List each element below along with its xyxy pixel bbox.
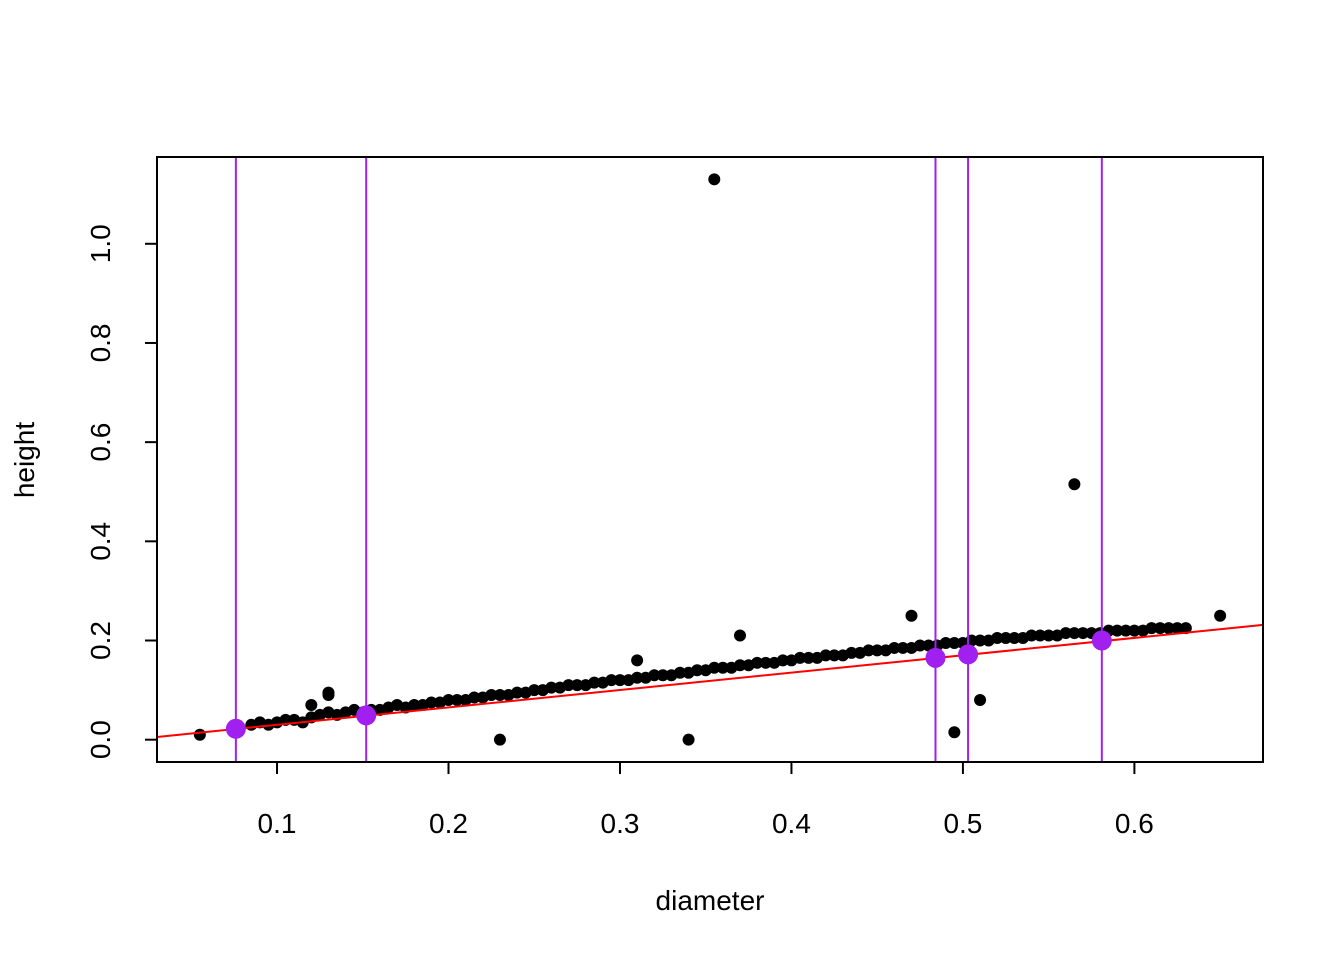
data-point	[922, 639, 935, 652]
y-tick-label: 0.2	[85, 621, 116, 660]
data-point	[451, 694, 464, 707]
data-point	[1025, 629, 1038, 642]
highlighted-point	[356, 705, 377, 726]
data-point	[193, 728, 206, 741]
x-tick-label: 0.4	[772, 808, 811, 839]
highlighted-point	[225, 718, 246, 739]
data-point	[656, 669, 669, 682]
data-point	[1111, 624, 1124, 637]
data-point	[511, 686, 524, 699]
y-tick-label: 1.0	[85, 224, 116, 263]
data-point	[905, 609, 918, 622]
data-point	[759, 656, 772, 669]
data-point	[708, 173, 721, 186]
x-axis-label: diameter	[656, 885, 765, 916]
data-point	[991, 632, 1004, 645]
y-tick-label: 0.4	[85, 522, 116, 561]
data-point	[914, 639, 927, 652]
data-point	[1162, 622, 1175, 635]
y-tick-label: 0.0	[85, 720, 116, 759]
x-tick-label: 0.5	[943, 808, 982, 839]
data-point	[682, 733, 695, 746]
data-point	[691, 664, 704, 677]
data-point	[1068, 478, 1081, 491]
data-point	[545, 681, 558, 694]
data-point	[631, 671, 644, 684]
x-tick-label: 0.6	[1115, 808, 1154, 839]
data-point	[896, 641, 909, 654]
x-tick-label: 0.2	[429, 808, 468, 839]
data-point	[974, 634, 987, 647]
data-point	[999, 632, 1012, 645]
data-point	[1214, 609, 1227, 622]
data-point	[939, 636, 952, 649]
x-axis: 0.1 0.2 0.3 0.4 0.5 0.6	[258, 761, 1154, 839]
data-point	[819, 649, 832, 662]
data-point	[588, 676, 601, 689]
data-point	[631, 654, 644, 667]
highlighted-point	[1091, 630, 1112, 651]
data-point	[1034, 629, 1047, 642]
data-point	[1042, 629, 1055, 642]
data-point	[845, 646, 858, 659]
data-point	[493, 733, 506, 746]
fit-line	[156, 623, 1264, 738]
data-point	[493, 689, 506, 702]
data-point	[305, 698, 318, 711]
plot-content	[156, 157, 1264, 762]
data-point	[571, 679, 584, 692]
data-point	[425, 696, 438, 709]
data-point	[776, 654, 789, 667]
data-point	[648, 669, 661, 682]
data-point	[468, 691, 481, 704]
data-point	[322, 686, 335, 699]
data-point	[1128, 624, 1141, 637]
data-point	[562, 679, 575, 692]
data-point	[802, 651, 815, 664]
data-point	[734, 629, 747, 642]
data-point	[751, 656, 764, 669]
data-point	[1145, 622, 1158, 635]
data-point	[485, 689, 498, 702]
data-point	[1154, 622, 1167, 635]
x-tick-label: 0.1	[258, 808, 297, 839]
data-point	[1059, 627, 1072, 640]
highlighted-point	[958, 644, 979, 665]
data-point	[605, 674, 618, 687]
data-point	[734, 659, 747, 672]
data-point	[974, 694, 987, 707]
data-point	[871, 644, 884, 657]
data-point	[1171, 622, 1184, 635]
data-point	[408, 698, 421, 711]
y-tick-label: 0.8	[85, 323, 116, 362]
data-point	[948, 726, 961, 739]
data-point	[673, 666, 686, 679]
data-point	[528, 684, 541, 697]
data-point	[794, 651, 807, 664]
x-tick-label: 0.3	[601, 808, 640, 839]
data-point	[862, 644, 875, 657]
highlighted-point	[925, 647, 946, 668]
data-point	[1076, 627, 1089, 640]
y-tick-label: 0.6	[85, 423, 116, 462]
data-point	[828, 649, 841, 662]
data-point	[948, 636, 961, 649]
data-point	[1119, 624, 1132, 637]
data-point	[888, 641, 901, 654]
data-point	[613, 674, 626, 687]
data-point	[1179, 622, 1192, 635]
data-point	[442, 694, 455, 707]
y-axis-label: height	[9, 422, 40, 499]
data-point	[708, 661, 721, 674]
data-point	[716, 661, 729, 674]
data-point	[1068, 627, 1081, 640]
data-point	[1008, 632, 1021, 645]
y-axis: 0.0 0.2 0.4 0.6 0.8 1.0	[85, 224, 158, 759]
